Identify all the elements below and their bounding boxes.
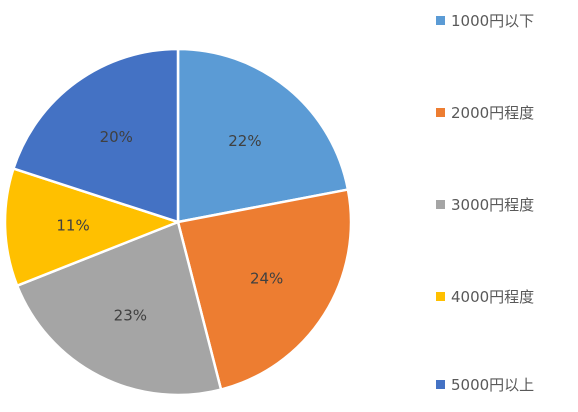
legend-swatch xyxy=(436,199,445,209)
pie-slice-label-1000-or-less: 22% xyxy=(228,132,261,150)
pie-slice-about-4000 xyxy=(3,167,180,287)
legend-swatch xyxy=(436,15,445,25)
pie-slice-1000-or-less xyxy=(176,47,350,224)
legend-item-about-2000: 2000円程度 xyxy=(436,102,534,122)
legend-swatch xyxy=(436,379,445,389)
chart-legend: 1000円以下 2000円程度 3000円程度 4000円程度 5000円以上 xyxy=(436,0,578,408)
legend-item-about-3000: 3000円程度 xyxy=(436,194,534,214)
legend-swatch xyxy=(436,291,445,301)
legend-label: 1000円以下 xyxy=(451,11,535,30)
legend-item-about-4000: 4000円程度 xyxy=(436,286,534,306)
legend-label: 2000円程度 xyxy=(451,103,535,122)
legend-item-1000-or-less: 1000円以下 xyxy=(436,10,534,30)
pie-slice-label-5000-or-more: 20% xyxy=(100,128,133,146)
pie-slice-label-about-4000: 11% xyxy=(56,216,89,234)
legend-swatch xyxy=(436,107,445,117)
pie-slice-label-about-2000: 24% xyxy=(250,269,283,287)
legend-label: 3000円程度 xyxy=(451,195,535,214)
pie-slice-about-3000 xyxy=(15,220,223,397)
pie-slices xyxy=(3,47,353,397)
legend-label: 4000円程度 xyxy=(451,287,535,306)
pie-slice-label-about-3000: 23% xyxy=(114,307,147,325)
pie-slice-about-2000 xyxy=(176,188,353,391)
pie-slice-5000-or-more xyxy=(12,47,180,224)
pie-slice-labels: 22% 24% 23% 11% 20% xyxy=(56,128,283,325)
legend-item-5000-or-more: 5000円以上 xyxy=(436,374,534,394)
legend-label: 5000円以上 xyxy=(451,375,535,394)
